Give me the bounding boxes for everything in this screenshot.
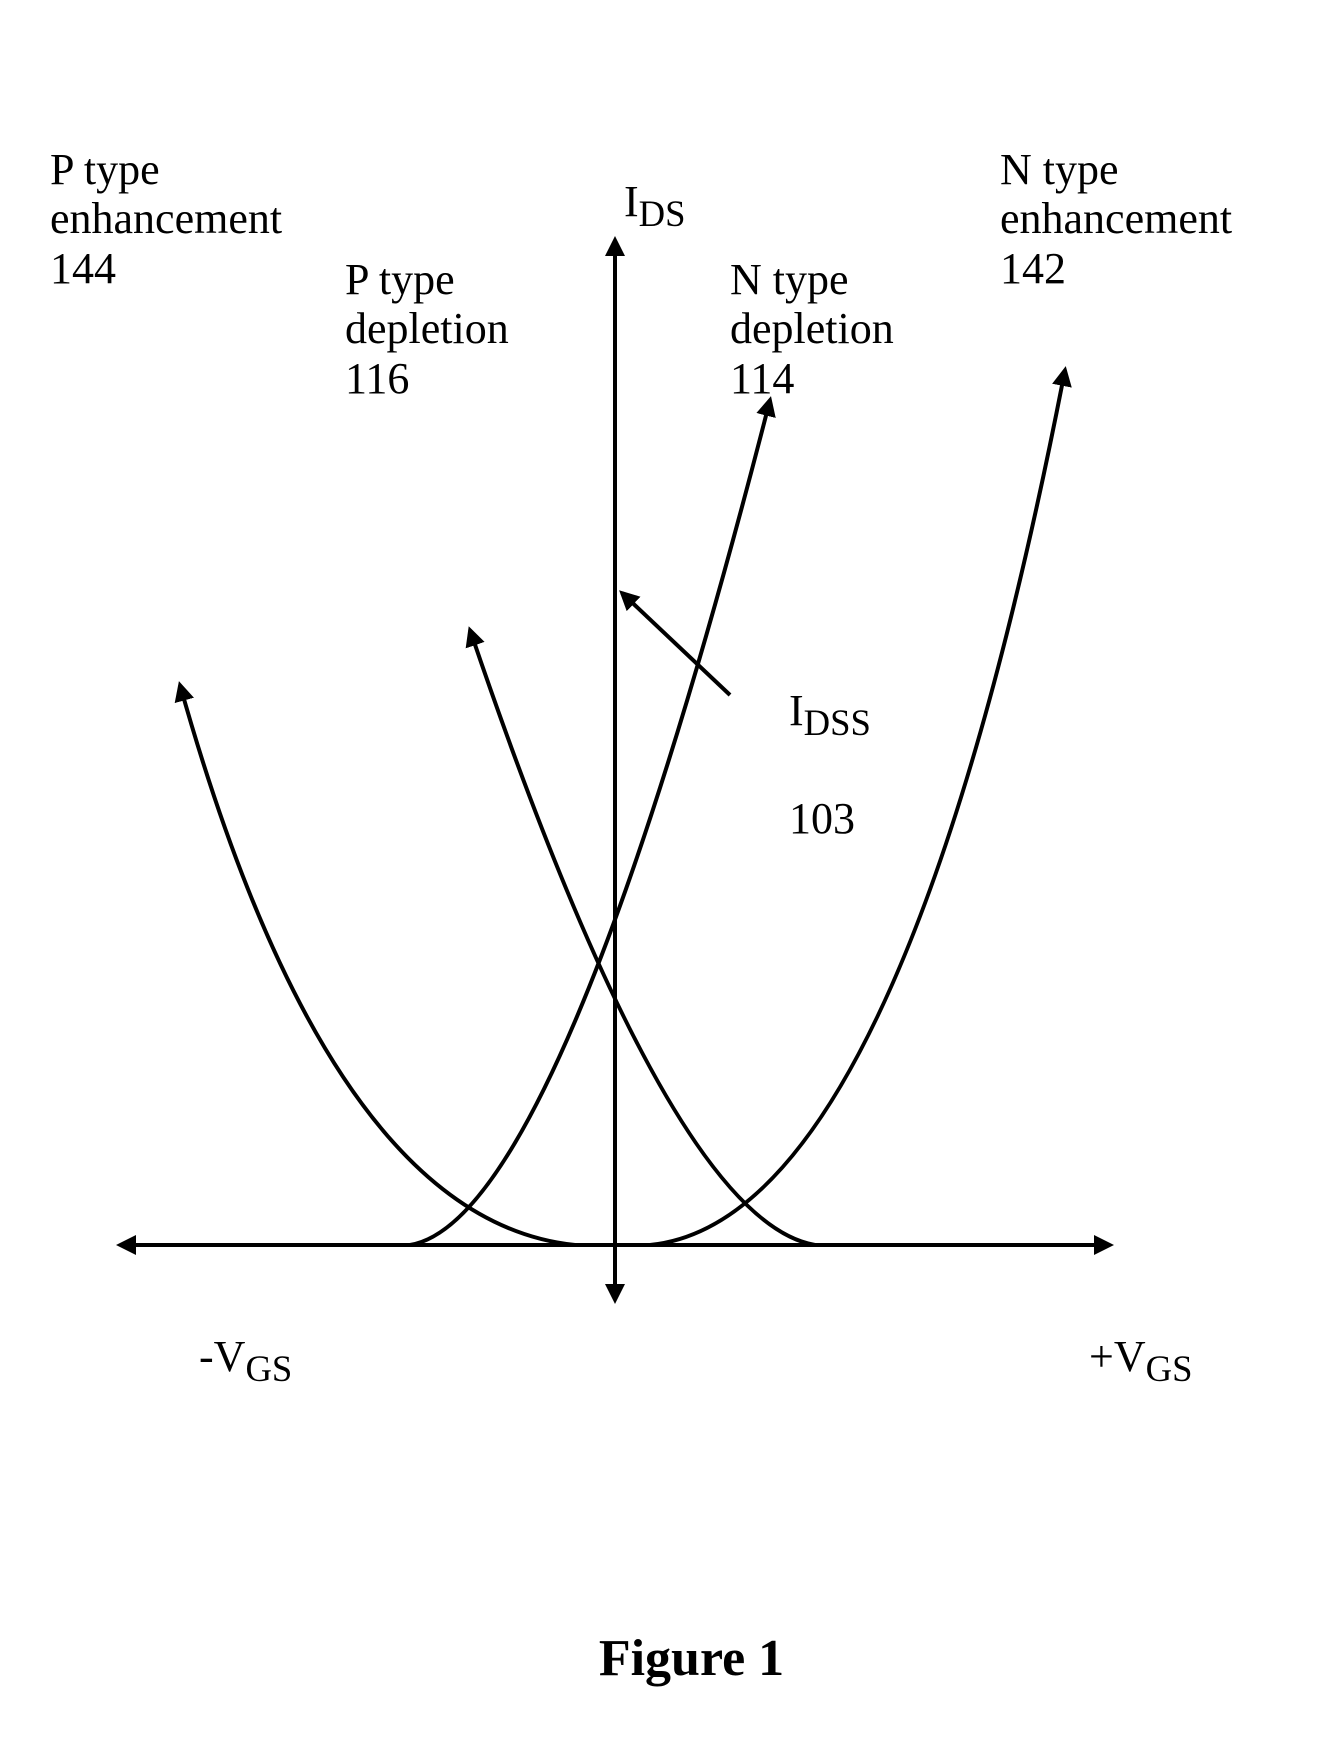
x-axis-left-sub: GS — [245, 1348, 292, 1389]
y-axis-label-sub: DS — [639, 193, 686, 234]
idss-sub: DSS — [804, 701, 871, 742]
curve-label-line2: depletion — [345, 304, 509, 353]
idss-label: IDSS 103 — [745, 635, 871, 895]
curve-label-line2: enhancement — [1000, 194, 1232, 243]
curve-label-p_depletion: P typedepletion116 — [345, 255, 509, 403]
x-axis-left-text: -V — [199, 1332, 245, 1381]
curve-label-line2: enhancement — [50, 194, 282, 243]
y-axis-label: IDS — [580, 125, 686, 286]
curve-label-n_depletion: N typedepletion114 — [730, 255, 894, 403]
curve-label-ref: 114 — [730, 354, 794, 403]
curve-label-line2: depletion — [730, 304, 894, 353]
x-axis-right-label: +VGS — [1045, 1280, 1192, 1441]
y-axis-label-text: I — [624, 177, 639, 226]
curve-label-n_enhancement: N typeenhancement142 — [1000, 145, 1232, 293]
curve-label-ref: 142 — [1000, 244, 1066, 293]
figure-caption: Figure 1 — [0, 1570, 1331, 1747]
curve-label-ref: 116 — [345, 354, 409, 403]
chart-canvas: IDS +VGS -VGS IDSS 103 N typedepletion11… — [0, 0, 1331, 1725]
idss-text: I — [789, 686, 804, 735]
idss-ref: 103 — [789, 794, 855, 843]
x-axis-left-label: -VGS — [155, 1280, 292, 1441]
curve-label-line1: N type — [730, 255, 849, 304]
curve-label-ref: 144 — [50, 244, 116, 293]
x-axis-right-text: +V — [1089, 1332, 1146, 1381]
curve-label-line1: P type — [345, 255, 455, 304]
curve-label-line1: P type — [50, 145, 160, 194]
x-axis-right-sub: GS — [1146, 1348, 1193, 1389]
figure-caption-text: Figure 1 — [599, 1630, 784, 1687]
curve-label-line1: N type — [1000, 145, 1119, 194]
curve-label-p_enhancement: P typeenhancement144 — [50, 145, 282, 293]
